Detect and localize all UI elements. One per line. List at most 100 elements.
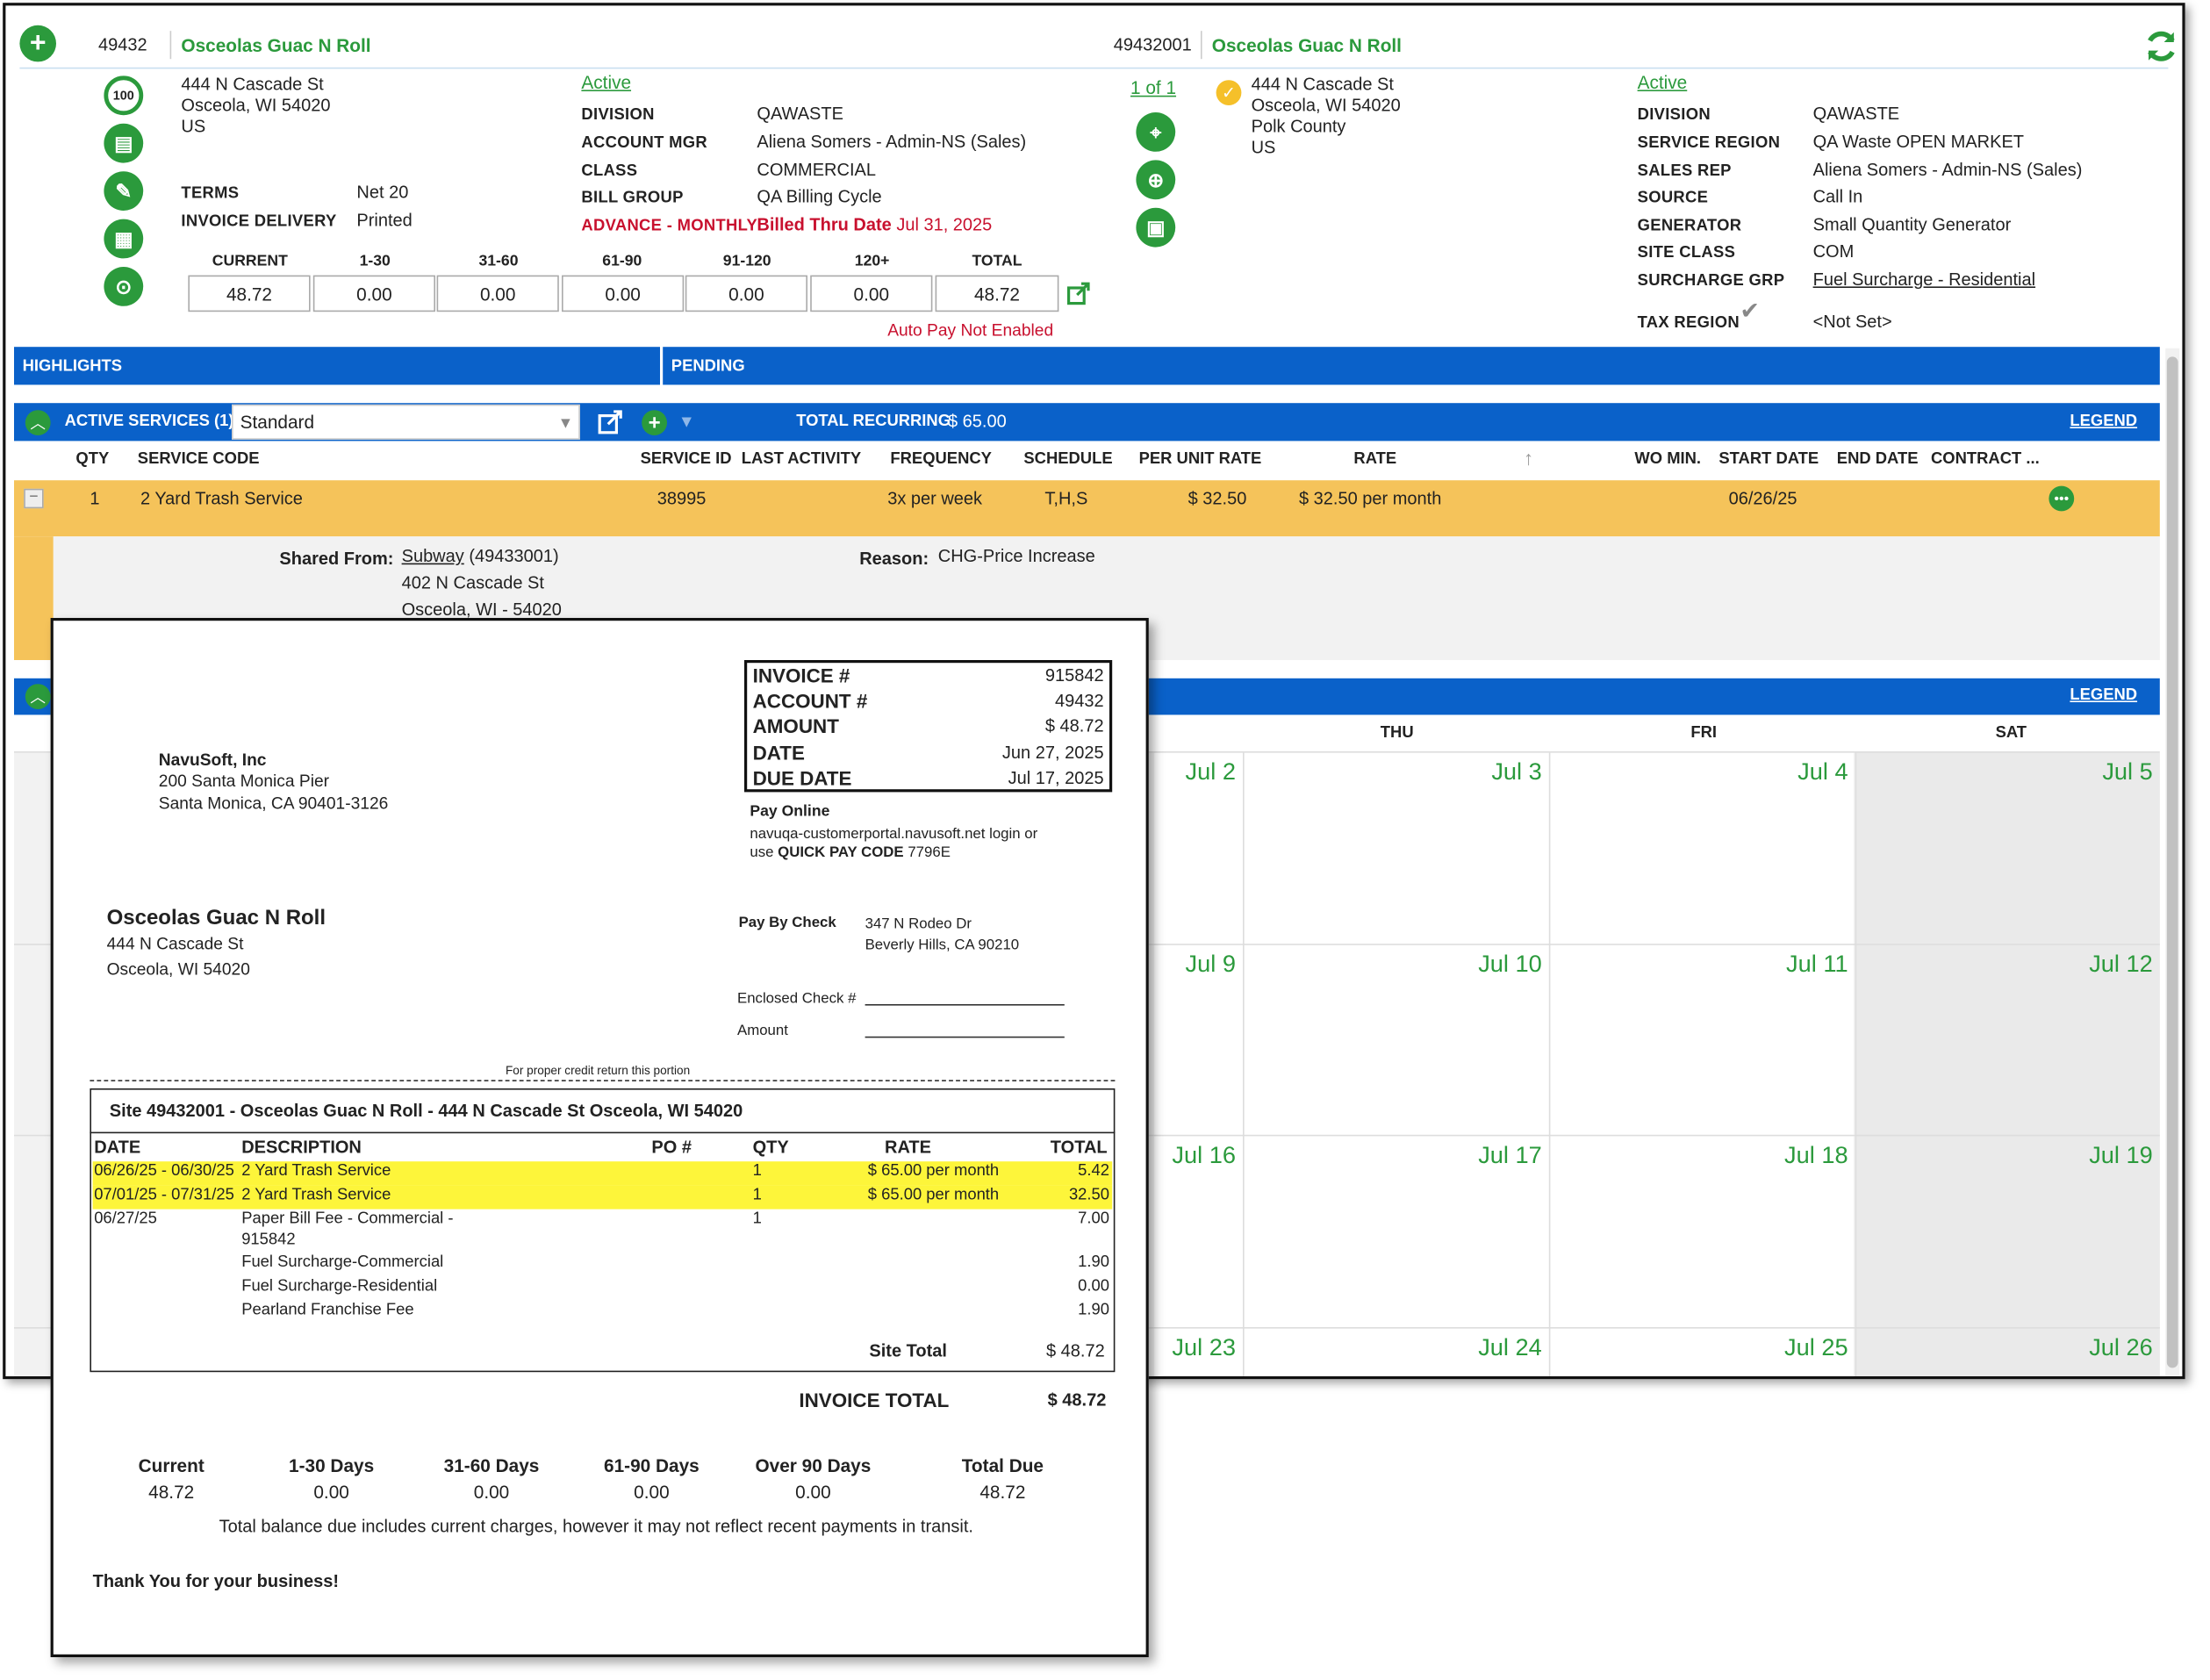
search-icon[interactable]: ⊙ bbox=[104, 267, 144, 306]
calendar-day[interactable]: Jul 24 bbox=[1478, 1334, 1542, 1361]
col-service-code[interactable]: SERVICE CODE bbox=[137, 450, 260, 468]
pay-online-url[interactable]: navuqa-customerportal.navusoft.net login… bbox=[750, 825, 1038, 843]
collapse-icon[interactable]: ︿ bbox=[25, 410, 51, 435]
invoice-line: Fuel Surcharge-Commercial 1.90 bbox=[93, 1253, 1113, 1276]
terms-value: Net 20 bbox=[356, 183, 409, 203]
calendar-day[interactable]: Jul 2 bbox=[1185, 758, 1236, 786]
invoice-line: Pearland Franchise Fee 1.90 bbox=[93, 1301, 1113, 1325]
calendar-day[interactable]: Jul 11 bbox=[1786, 951, 1848, 978]
line-desc: Fuel Surcharge-Residential bbox=[241, 1278, 438, 1296]
invoice-total-value: $ 48.72 bbox=[1047, 1390, 1107, 1411]
row-qty: 1 bbox=[90, 488, 100, 509]
boxes-icon[interactable]: ▣ bbox=[1136, 207, 1176, 248]
score-icon[interactable]: 100 bbox=[104, 75, 144, 116]
col-start-date[interactable]: START DATE bbox=[1718, 450, 1819, 468]
col-schedule[interactable]: SCHEDULE bbox=[1023, 450, 1113, 468]
reason-value: CHG-Price Increase bbox=[937, 546, 1095, 566]
printer-icon[interactable]: ▤ bbox=[104, 123, 144, 163]
legend-link[interactable]: LEGEND bbox=[2070, 413, 2138, 430]
billed-thru: Billed Thru Date Jul 31, 2025 bbox=[757, 214, 993, 235]
account-status-link[interactable]: Active bbox=[581, 71, 632, 93]
col-last-activity[interactable]: LAST ACTIVITY bbox=[741, 450, 862, 468]
row-schedule: T,H,S bbox=[1044, 488, 1088, 509]
col-frequency[interactable]: FREQUENCY bbox=[890, 450, 992, 468]
row-service-id: 38995 bbox=[657, 488, 707, 509]
highlights-bar[interactable]: HIGHLIGHTS bbox=[14, 347, 660, 385]
add-service-button[interactable]: + bbox=[642, 410, 667, 435]
calendar-day[interactable]: Jul 17 bbox=[1478, 1141, 1542, 1169]
col-contract[interactable]: CONTRACT ... bbox=[1931, 450, 2040, 468]
calendar-day[interactable]: Jul 9 bbox=[1185, 951, 1236, 978]
sort-icon[interactable]: ↑ bbox=[1524, 446, 1534, 470]
site-name[interactable]: Osceolas Guac N Roll bbox=[1211, 35, 1402, 56]
view-select[interactable]: Standard ▾ bbox=[232, 404, 580, 440]
refresh-button[interactable] bbox=[2143, 28, 2180, 65]
aging-label: Current bbox=[138, 1454, 204, 1476]
col-per-unit-rate[interactable]: PER UNIT RATE bbox=[1138, 450, 1262, 468]
external-link-icon[interactable] bbox=[1066, 281, 1091, 306]
col-wo-min[interactable]: WO MIN. bbox=[1634, 450, 1702, 468]
calendar-day[interactable]: Jul 26 bbox=[2089, 1334, 2153, 1361]
line-rate: $ 65.00 per month bbox=[867, 1162, 1000, 1180]
line-qty: 1 bbox=[752, 1210, 762, 1228]
calendar-day[interactable]: Jul 19 bbox=[2089, 1141, 2153, 1169]
tax-check-icon[interactable]: ✔ bbox=[1740, 298, 1761, 325]
col-qty[interactable]: QTY bbox=[75, 450, 110, 468]
from-line1: 200 Santa Monica Pier bbox=[158, 771, 330, 791]
pay-check-line1: 347 N Rodeo Dr bbox=[865, 915, 972, 933]
calendar-day[interactable]: Jul 3 bbox=[1491, 758, 1542, 786]
field-value: Aliena Somers - Admin-NS (Sales) bbox=[757, 132, 1027, 152]
chart-icon[interactable]: ▦ bbox=[104, 219, 144, 259]
calendar-day[interactable]: Jul 23 bbox=[1172, 1334, 1236, 1361]
col-service-id[interactable]: SERVICE ID bbox=[640, 450, 732, 468]
aging-value: 0.00 bbox=[473, 1482, 510, 1503]
account-name[interactable]: Osceolas Guac N Roll bbox=[181, 35, 371, 56]
external-link-icon[interactable] bbox=[597, 410, 625, 435]
col-po: PO # bbox=[651, 1138, 692, 1158]
chevron-down-icon[interactable]: ▼ bbox=[678, 411, 695, 432]
field-label: SALES REP bbox=[1637, 162, 1732, 180]
col-description: DESCRIPTION bbox=[241, 1138, 362, 1158]
calendar-day[interactable]: Jul 25 bbox=[1784, 1334, 1848, 1361]
surcharge-link[interactable]: Fuel Surcharge - Residential bbox=[1812, 269, 2036, 290]
field-label: ACCOUNT MGR bbox=[581, 134, 707, 152]
row-frequency: 3x per week bbox=[887, 488, 983, 509]
field-label: BILL GROUP bbox=[581, 190, 684, 207]
field-value: COMMERCIAL bbox=[757, 160, 876, 180]
scrollbar[interactable] bbox=[2166, 356, 2178, 1368]
invoice-line: 06/27/25 Paper Bill Fee - Commercial - 1 7.… bbox=[93, 1210, 1113, 1233]
aging-header: 61-90 bbox=[602, 253, 642, 270]
aging-header: CURRENT bbox=[212, 253, 288, 270]
calendar-legend-link[interactable]: LEGEND bbox=[2070, 686, 2138, 704]
service-row[interactable] bbox=[14, 480, 2160, 537]
line-total: 32.50 bbox=[1068, 1187, 1109, 1204]
site-pager[interactable]: 1 of 1 bbox=[1130, 77, 1177, 98]
more-icon[interactable]: ••• bbox=[2049, 485, 2075, 512]
col-rate[interactable]: RATE bbox=[1353, 450, 1397, 468]
line-date: 06/26/25 - 06/30/25 bbox=[94, 1162, 234, 1180]
map-icon[interactable]: ⌖ bbox=[1136, 112, 1176, 152]
field-value: QAWASTE bbox=[757, 104, 843, 124]
collapse-row-icon[interactable]: − bbox=[24, 488, 44, 509]
shared-from-link[interactable]: Subway bbox=[401, 546, 464, 566]
shared-address-line1: 402 N Cascade St bbox=[401, 572, 544, 593]
aging-header: 120+ bbox=[854, 253, 890, 270]
calendar-day[interactable]: Jul 10 bbox=[1478, 951, 1542, 978]
calendar-day[interactable]: Jul 4 bbox=[1797, 758, 1848, 786]
calendar-day[interactable]: Jul 18 bbox=[1784, 1141, 1848, 1169]
aging-value: 0.00 bbox=[634, 1482, 670, 1503]
col-end-date[interactable]: END DATE bbox=[1836, 450, 1919, 468]
calendar-day[interactable]: Jul 12 bbox=[2089, 951, 2153, 978]
web-search-icon[interactable]: ⊕ bbox=[1136, 160, 1176, 200]
collapse-icon[interactable]: ︿ bbox=[25, 684, 51, 709]
calendar-day[interactable]: Jul 5 bbox=[2102, 758, 2153, 786]
calendar-day[interactable]: Jul 16 bbox=[1172, 1141, 1236, 1169]
summary-label: DUE DATE bbox=[752, 766, 852, 790]
paperclip-icon[interactable]: ✎ bbox=[104, 171, 144, 211]
site-status-link[interactable]: Active bbox=[1637, 71, 1688, 93]
add-account-button[interactable]: + bbox=[19, 25, 56, 62]
pay-online-label: Pay Online bbox=[750, 803, 830, 821]
pending-bar[interactable]: PENDING bbox=[663, 347, 2160, 385]
line-desc: 2 Yard Trash Service bbox=[241, 1187, 391, 1204]
line-desc: 2 Yard Trash Service bbox=[241, 1162, 391, 1180]
